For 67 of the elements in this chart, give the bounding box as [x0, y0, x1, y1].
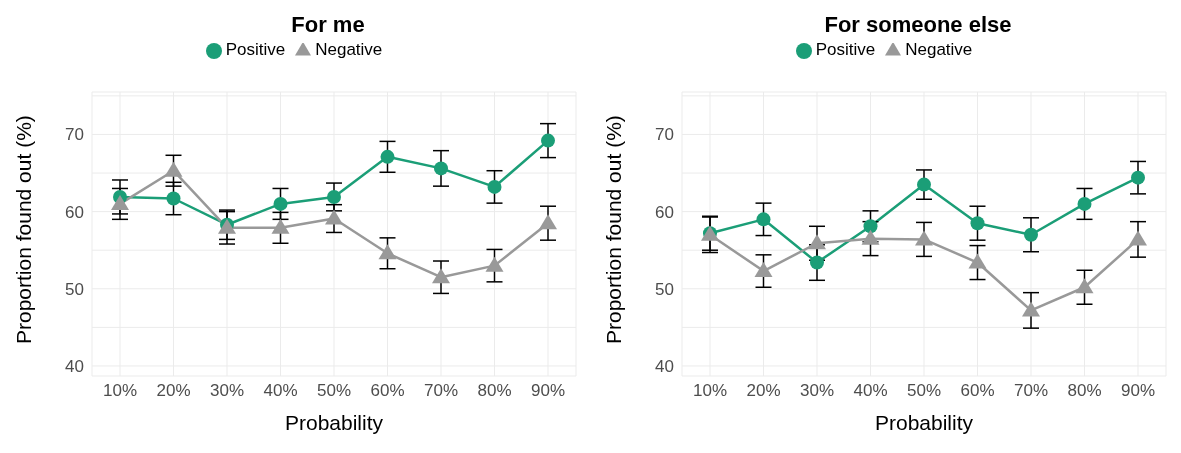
point [432, 268, 450, 284]
x-tick-label: 70% [1013, 381, 1049, 401]
y-axis-title: Proportion found out (%) [12, 115, 36, 344]
point [1075, 278, 1094, 294]
point [166, 191, 181, 206]
y-tick-label: 50 [655, 279, 674, 299]
point [325, 209, 343, 225]
point [164, 161, 183, 177]
x-tick-label: 30% [799, 381, 835, 401]
y-tick-label: 50 [65, 279, 84, 299]
x-tick-label: 50% [906, 381, 942, 401]
point [915, 230, 933, 246]
y-axis-title: Proportion found out (%) [602, 115, 626, 344]
point [1024, 227, 1038, 242]
point [917, 177, 931, 192]
y-tick-label: 60 [655, 202, 674, 222]
x-tick-label: 60% [960, 381, 995, 401]
chart-title: For me [291, 12, 365, 37]
point [970, 216, 985, 231]
point [327, 189, 341, 204]
point [541, 133, 555, 148]
chart-title: For someone else [824, 12, 1012, 37]
x-tick-label: 80% [1067, 381, 1102, 401]
point [1131, 170, 1145, 185]
y-tick-label: 70 [65, 125, 84, 145]
point [485, 256, 504, 272]
x-tick-label: 80% [477, 381, 512, 401]
x-tick-label: 20% [746, 381, 781, 401]
x-tick-label: 90% [530, 381, 566, 401]
legend-label: Positive [815, 40, 876, 59]
x-tick-label: 60% [370, 381, 405, 401]
legend-label: Negative [905, 40, 973, 59]
point [271, 218, 290, 234]
legend-label: Positive [225, 40, 286, 59]
point [754, 262, 773, 278]
x-tick-label: 40% [853, 381, 888, 401]
point [756, 212, 771, 227]
point [863, 219, 878, 234]
x-tick-label: 20% [156, 381, 191, 401]
point [1129, 230, 1147, 246]
y-tick-label: 60 [65, 202, 84, 222]
x-axis-title: Probability [284, 411, 384, 434]
x-tick-label: 30% [209, 381, 245, 401]
legend-label: Negative [315, 40, 383, 59]
point [434, 161, 448, 176]
point [810, 255, 824, 270]
x-tick-label: 10% [102, 381, 138, 401]
point [111, 194, 129, 210]
x-tick-label: 90% [1120, 381, 1156, 401]
x-tick-label: 70% [423, 381, 459, 401]
point [487, 179, 502, 194]
point [861, 229, 880, 245]
point [808, 234, 826, 250]
point [380, 149, 395, 164]
x-tick-label: 40% [263, 381, 298, 401]
point [539, 214, 557, 230]
point [378, 244, 397, 260]
point [1077, 196, 1092, 211]
point [1022, 301, 1040, 317]
x-tick-label: 50% [316, 381, 352, 401]
y-tick-label: 40 [65, 357, 84, 376]
x-axis-title: Probability [874, 411, 974, 434]
y-tick-label: 40 [655, 357, 674, 376]
y-tick-label: 70 [655, 125, 674, 145]
point [968, 253, 987, 269]
point [273, 196, 288, 211]
x-tick-label: 10% [692, 381, 728, 401]
